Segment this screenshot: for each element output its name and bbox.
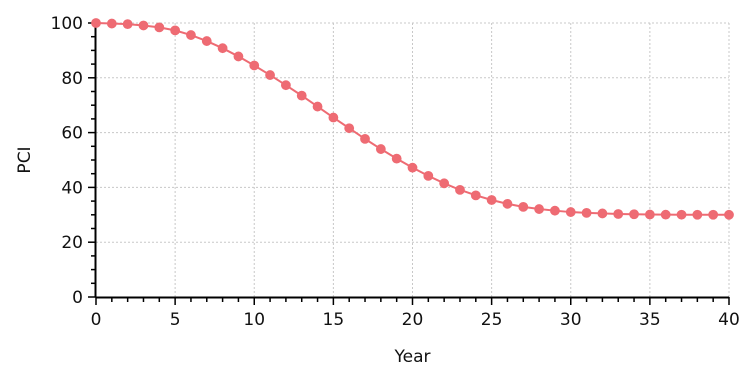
data-point	[391, 153, 402, 164]
data-point	[91, 18, 101, 28]
data-point	[407, 162, 418, 173]
y-tick-label: 100	[51, 14, 83, 34]
data-point	[186, 30, 196, 40]
x-tick-label: 20	[402, 310, 424, 330]
data-point	[486, 195, 497, 205]
data-point	[455, 184, 465, 195]
x-tick-label: 30	[560, 310, 582, 330]
data-point	[106, 18, 117, 29]
data-point	[629, 209, 639, 220]
data-point	[423, 170, 434, 181]
y-tick-label: 60	[61, 124, 83, 144]
data-point	[375, 144, 386, 154]
y-tick-label: 20	[61, 233, 83, 253]
x-tick-label: 0	[91, 310, 102, 330]
data-point	[201, 36, 212, 46]
data-point	[233, 51, 244, 62]
x-tick-label: 10	[243, 310, 265, 330]
data-point	[249, 60, 260, 71]
data-point	[439, 178, 450, 189]
data-point	[470, 190, 481, 201]
data-point	[170, 25, 181, 36]
x-tick-label: 15	[323, 310, 345, 330]
y-tick-label: 0	[72, 288, 83, 308]
data-point	[692, 209, 703, 220]
data-point	[328, 112, 339, 123]
y-tick-label: 80	[61, 69, 83, 89]
y-tick-label: 40	[61, 178, 83, 198]
data-point	[122, 19, 133, 30]
data-point	[281, 80, 291, 91]
axes	[88, 22, 730, 305]
data-point	[344, 123, 355, 134]
data-point	[565, 207, 576, 217]
data-point	[217, 43, 228, 54]
grid	[96, 22, 730, 297]
data-point	[518, 201, 529, 212]
data-point	[360, 134, 370, 144]
data-point	[644, 209, 655, 220]
x-axis-title: Year	[394, 347, 431, 367]
data-point	[534, 204, 544, 214]
data-point	[660, 209, 671, 220]
data-point	[154, 22, 165, 33]
data-point	[138, 20, 149, 31]
data-point	[312, 101, 323, 112]
x-tick-label: 5	[170, 310, 181, 330]
data-point	[581, 207, 592, 218]
x-tick-label: 40	[718, 310, 740, 330]
x-tick-label: 25	[481, 310, 503, 330]
series	[91, 18, 734, 220]
data-point	[502, 198, 513, 209]
y-axis-title: PCI	[15, 146, 35, 173]
x-tick-label: 35	[639, 310, 661, 330]
data-point	[724, 209, 734, 220]
data-point	[265, 70, 275, 80]
data-point	[676, 209, 687, 220]
labels: 0 5 10 15 20 25 30 35 40 0 20 40 60 80 100	[51, 14, 740, 330]
data-point	[613, 209, 624, 219]
data-point	[708, 209, 719, 220]
data-point	[296, 90, 307, 101]
data-point	[550, 205, 560, 216]
data-point	[597, 208, 608, 219]
